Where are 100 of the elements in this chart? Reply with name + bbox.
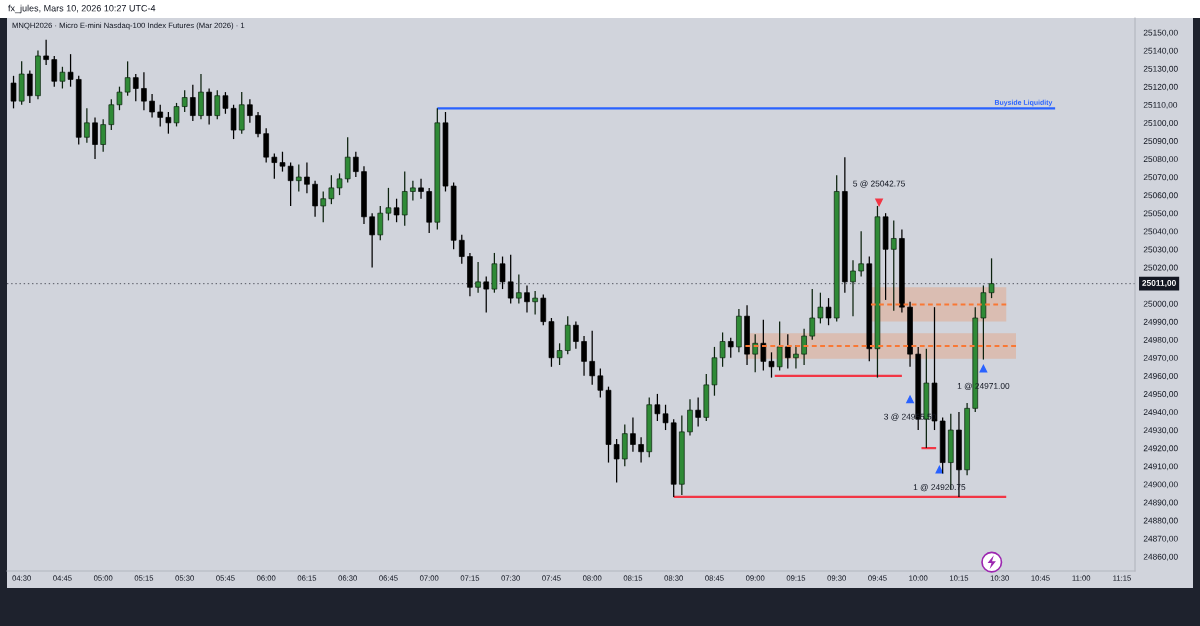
- y-tick-label: 24980,00: [1143, 336, 1178, 344]
- candlestick: [263, 127, 269, 164]
- candlestick: [304, 161, 310, 194]
- candlestick: [401, 170, 408, 227]
- candlestick: [516, 273, 522, 305]
- candlestick: [67, 53, 74, 88]
- candlestick: [418, 178, 424, 200]
- candlestick: [768, 351, 775, 379]
- candlestick: [214, 89, 221, 120]
- candlestick: [141, 71, 147, 111]
- candlestick: [132, 73, 139, 102]
- candlestick: [100, 118, 106, 153]
- candlestick: [295, 163, 302, 193]
- candlestick: [369, 212, 375, 269]
- candlestick: [654, 393, 661, 422]
- candlestick: [760, 319, 767, 372]
- annotation: 5 @ 25042.75: [853, 180, 905, 188]
- candlestick: [59, 66, 66, 90]
- y-tick-label: 24930,00: [1143, 427, 1178, 435]
- candlestick: [320, 190, 327, 223]
- candlestick: [532, 290, 538, 316]
- candlestick: [573, 320, 579, 350]
- candlestick: [556, 342, 563, 366]
- candlestick: [475, 261, 481, 294]
- candlestick: [181, 89, 188, 113]
- y-tick-label: 24890,00: [1143, 499, 1178, 507]
- candlestick: [353, 151, 359, 178]
- y-tick-label: 25100,00: [1143, 120, 1178, 127]
- candlestick: [336, 172, 343, 196]
- candlestick: [410, 180, 416, 202]
- candlestick: [84, 107, 90, 144]
- candlestick: [597, 367, 604, 399]
- candlestick: [727, 337, 734, 359]
- candlestick: [850, 259, 856, 317]
- y-tick-label: 25120,00: [1143, 83, 1178, 91]
- candlestick: [785, 333, 791, 370]
- y-tick-label: 25090,00: [1143, 138, 1178, 145]
- y-tick-label: 24870,00: [1143, 535, 1178, 543]
- candlestick: [817, 292, 824, 325]
- candlestick: [581, 335, 587, 377]
- candlestick: [377, 205, 384, 241]
- candlestick: [51, 55, 58, 88]
- candlestick: [10, 75, 17, 109]
- point: [906, 395, 914, 404]
- point: [979, 364, 988, 373]
- candlestick: [499, 255, 506, 290]
- candlestick: [638, 436, 644, 464]
- y-tick-label: 25080,00: [1143, 156, 1178, 164]
- candlestick: [108, 98, 115, 131]
- y-tick-label: 25060,00: [1143, 192, 1178, 200]
- candlestick: [255, 111, 261, 138]
- candlestick: [271, 152, 278, 180]
- candlestick: [124, 60, 131, 97]
- candlestick: [483, 275, 490, 314]
- y-tick-label: 25000,00: [1143, 300, 1178, 308]
- candlestick: [328, 174, 335, 205]
- point: [935, 465, 944, 474]
- candlestick: [507, 254, 514, 305]
- y-tick-label: 25030,00: [1143, 246, 1178, 254]
- y-tick-label: 25070,00: [1143, 174, 1178, 182]
- candlestick: [393, 198, 400, 223]
- candlestick: [613, 438, 620, 484]
- candlestick: [719, 331, 726, 368]
- candlestick: [279, 151, 286, 173]
- y-tick-label: 25140,00: [1143, 47, 1178, 55]
- y-tick-label: 24920,00: [1143, 445, 1178, 453]
- candlestick: [988, 257, 995, 299]
- candlestick: [198, 73, 204, 120]
- candlestick: [695, 396, 701, 428]
- y-tick-label: 24900,00: [1143, 481, 1178, 489]
- point: [875, 198, 883, 207]
- candlestick: [458, 234, 465, 265]
- candlestick: [157, 104, 164, 128]
- candlestick: [801, 328, 807, 366]
- candlestick: [858, 230, 864, 278]
- candlestick: [752, 333, 758, 373]
- candlestick: [809, 288, 816, 341]
- candlestick: [793, 344, 799, 370]
- y-tick-label: 24910,00: [1143, 463, 1178, 471]
- candlestick: [149, 93, 155, 119]
- candlestick: [287, 161, 294, 207]
- y-tick-label: 24940,00: [1143, 409, 1178, 417]
- candlestick: [662, 404, 669, 431]
- candlestick: [165, 111, 172, 135]
- y-tick-label: 25040,00: [1143, 228, 1178, 236]
- y-tick-label: 25130,00: [1143, 65, 1178, 73]
- candlestick: [173, 102, 180, 128]
- candlestick: [776, 320, 783, 372]
- candlestick: [344, 136, 351, 184]
- candlestick: [589, 330, 595, 386]
- y-tick-label: 24880,00: [1143, 517, 1178, 525]
- candlestick: [524, 284, 530, 314]
- candlestick: [687, 398, 693, 437]
- candlestick: [247, 98, 253, 124]
- y-tick-label: 24950,00: [1143, 391, 1178, 398]
- y-tick-label: 25050,00: [1143, 210, 1178, 218]
- y-tick-label: 24960,00: [1143, 373, 1178, 380]
- candlestick: [27, 69, 33, 104]
- candlestick: [206, 87, 212, 126]
- candlestick: [540, 293, 547, 326]
